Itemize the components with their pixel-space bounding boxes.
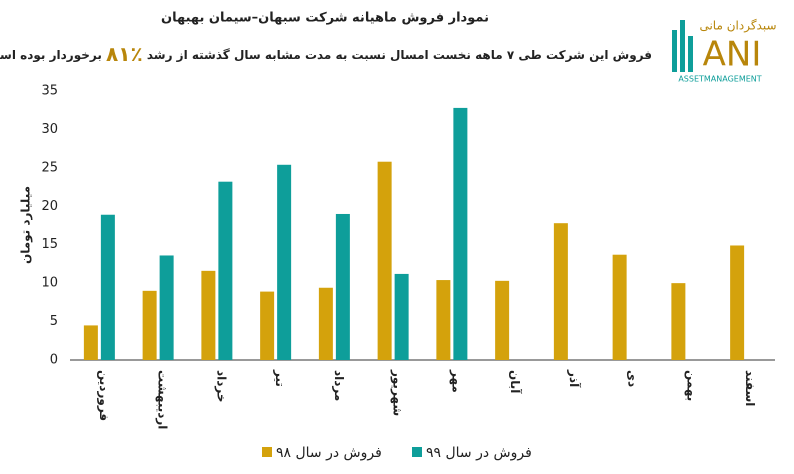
bar xyxy=(260,291,275,360)
x-tick-label: اردیبهشت xyxy=(156,370,170,429)
logo-tagline: ASSETMANAGEMENT xyxy=(678,75,761,84)
x-tick-label: شهریور xyxy=(390,369,405,416)
x-tick-label: مهر xyxy=(449,369,463,393)
bar xyxy=(142,290,157,360)
bar xyxy=(453,107,468,360)
bar xyxy=(495,280,510,360)
logo-bar xyxy=(688,36,693,72)
y-tick-label: 0 xyxy=(50,353,58,368)
x-tick-label: بهمن xyxy=(684,370,698,401)
x-tick-label: مرداد xyxy=(332,370,346,401)
logo-name: سبدگردان مانی xyxy=(699,19,776,34)
x-tick-label: خرداد xyxy=(214,370,228,403)
chart-subtitle: فروش این شرکت طی ۷ ماهه نخست امسال نسبت … xyxy=(0,42,652,66)
bar xyxy=(612,254,627,360)
legend-label: فروش در سال ۹۸ xyxy=(276,445,382,461)
y-tick-label: 5 xyxy=(50,314,58,329)
x-tick-label: آذر xyxy=(567,369,582,388)
bar xyxy=(318,287,333,360)
y-tick-label: 35 xyxy=(41,84,58,99)
legend-swatch xyxy=(262,447,272,457)
subtitle-highlight: ٪۸۱ xyxy=(106,42,143,66)
x-tick-label: دی xyxy=(626,370,640,387)
logo-bar xyxy=(672,30,677,72)
x-tick-label: فروردین xyxy=(96,370,111,421)
bar xyxy=(335,213,350,360)
legend-label: فروش در سال ۹۹ xyxy=(426,445,532,461)
y-axis-label: میلیارد تومان xyxy=(19,186,34,264)
legend-swatch xyxy=(412,447,422,457)
x-tick-label: آبان xyxy=(508,370,523,394)
bar xyxy=(671,283,686,360)
logo-mark: ANI xyxy=(703,35,762,75)
bar xyxy=(83,325,98,360)
chart-title: نمودار فروش ماهیانه شرکت سبهان–سیمان بهب… xyxy=(161,11,489,26)
bar xyxy=(100,214,115,360)
bar xyxy=(201,270,216,360)
bar xyxy=(436,280,451,360)
bar xyxy=(553,223,568,360)
logo: سبدگردان مانی ANI ASSETMANAGEMENT xyxy=(672,19,777,84)
x-tick-label: تیر xyxy=(273,369,287,387)
bar xyxy=(218,181,233,360)
y-tick-label: 25 xyxy=(41,160,58,175)
bar xyxy=(277,164,292,360)
y-tick-label: 10 xyxy=(41,276,58,291)
x-tick-label: اسفند xyxy=(743,370,757,406)
bar xyxy=(730,245,745,360)
logo-bar xyxy=(680,20,685,72)
bar xyxy=(159,255,174,360)
bar xyxy=(394,273,409,360)
bar xyxy=(377,161,392,360)
y-tick-label: 30 xyxy=(41,122,58,137)
subtitle-text: فروش این شرکت طی ۷ ماهه نخست امسال نسبت … xyxy=(147,48,652,63)
y-tick-label: 15 xyxy=(41,237,58,252)
subtitle-text: برخوردار بوده است. xyxy=(0,48,102,63)
y-tick-label: 20 xyxy=(41,199,58,214)
